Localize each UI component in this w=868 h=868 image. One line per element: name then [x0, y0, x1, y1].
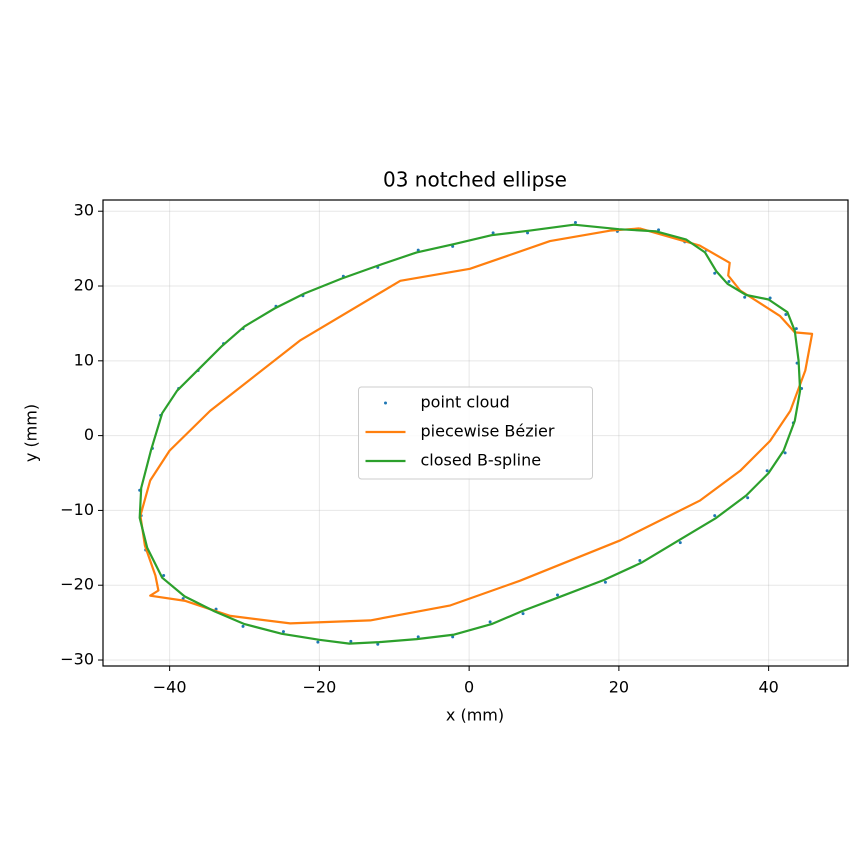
- point: [555, 593, 559, 597]
- y-tick-label: 30: [74, 201, 94, 220]
- x-tick-label: 0: [464, 678, 474, 697]
- point: [713, 514, 717, 518]
- x-tick-label: 40: [758, 678, 778, 697]
- point: [521, 612, 525, 616]
- point: [316, 640, 320, 644]
- point: [784, 312, 788, 316]
- point: [526, 231, 530, 235]
- point: [743, 295, 747, 299]
- y-tick-label: −20: [60, 575, 94, 594]
- point: [794, 327, 798, 331]
- y-tick-label: −10: [60, 500, 94, 519]
- x-tick-label: −20: [303, 678, 337, 697]
- legend: point cloud piecewise Bézier closed B-spli…: [358, 386, 593, 480]
- point: [491, 231, 495, 235]
- point: [727, 280, 731, 284]
- x-axis-label: x (mm): [446, 706, 504, 725]
- point: [657, 228, 661, 232]
- point: [416, 635, 420, 639]
- legend-label: closed B-spline: [421, 451, 542, 470]
- point: [603, 580, 607, 584]
- plot-frame: [102, 199, 849, 667]
- legend-label: piecewise Bézier: [421, 422, 555, 441]
- legend-marker: [384, 401, 387, 405]
- point: [638, 559, 642, 563]
- point: [349, 639, 353, 643]
- point: [573, 220, 577, 224]
- legend-label: point cloud: [421, 393, 510, 412]
- point: [488, 620, 492, 624]
- y-tick-label: 20: [74, 276, 94, 295]
- y-tick-label: 10: [74, 350, 94, 369]
- x-tick-label: 20: [609, 678, 629, 697]
- x-tick-label: −40: [153, 678, 187, 697]
- y-tick-label: 0: [84, 425, 94, 444]
- point: [241, 624, 245, 628]
- legend-box: [358, 386, 593, 480]
- point: [376, 642, 380, 646]
- y-axis-label: y (mm): [22, 404, 41, 462]
- series-line: [138, 223, 802, 645]
- point: [451, 635, 455, 639]
- point: [765, 469, 769, 473]
- chart-title: 03 notched ellipse: [383, 168, 567, 192]
- point: [783, 451, 787, 455]
- point: [678, 541, 682, 545]
- point: [162, 573, 166, 577]
- point: [746, 496, 750, 500]
- point: [281, 630, 285, 634]
- y-tick-label: −30: [60, 650, 94, 669]
- point: [713, 271, 717, 275]
- series-line: [139, 227, 814, 625]
